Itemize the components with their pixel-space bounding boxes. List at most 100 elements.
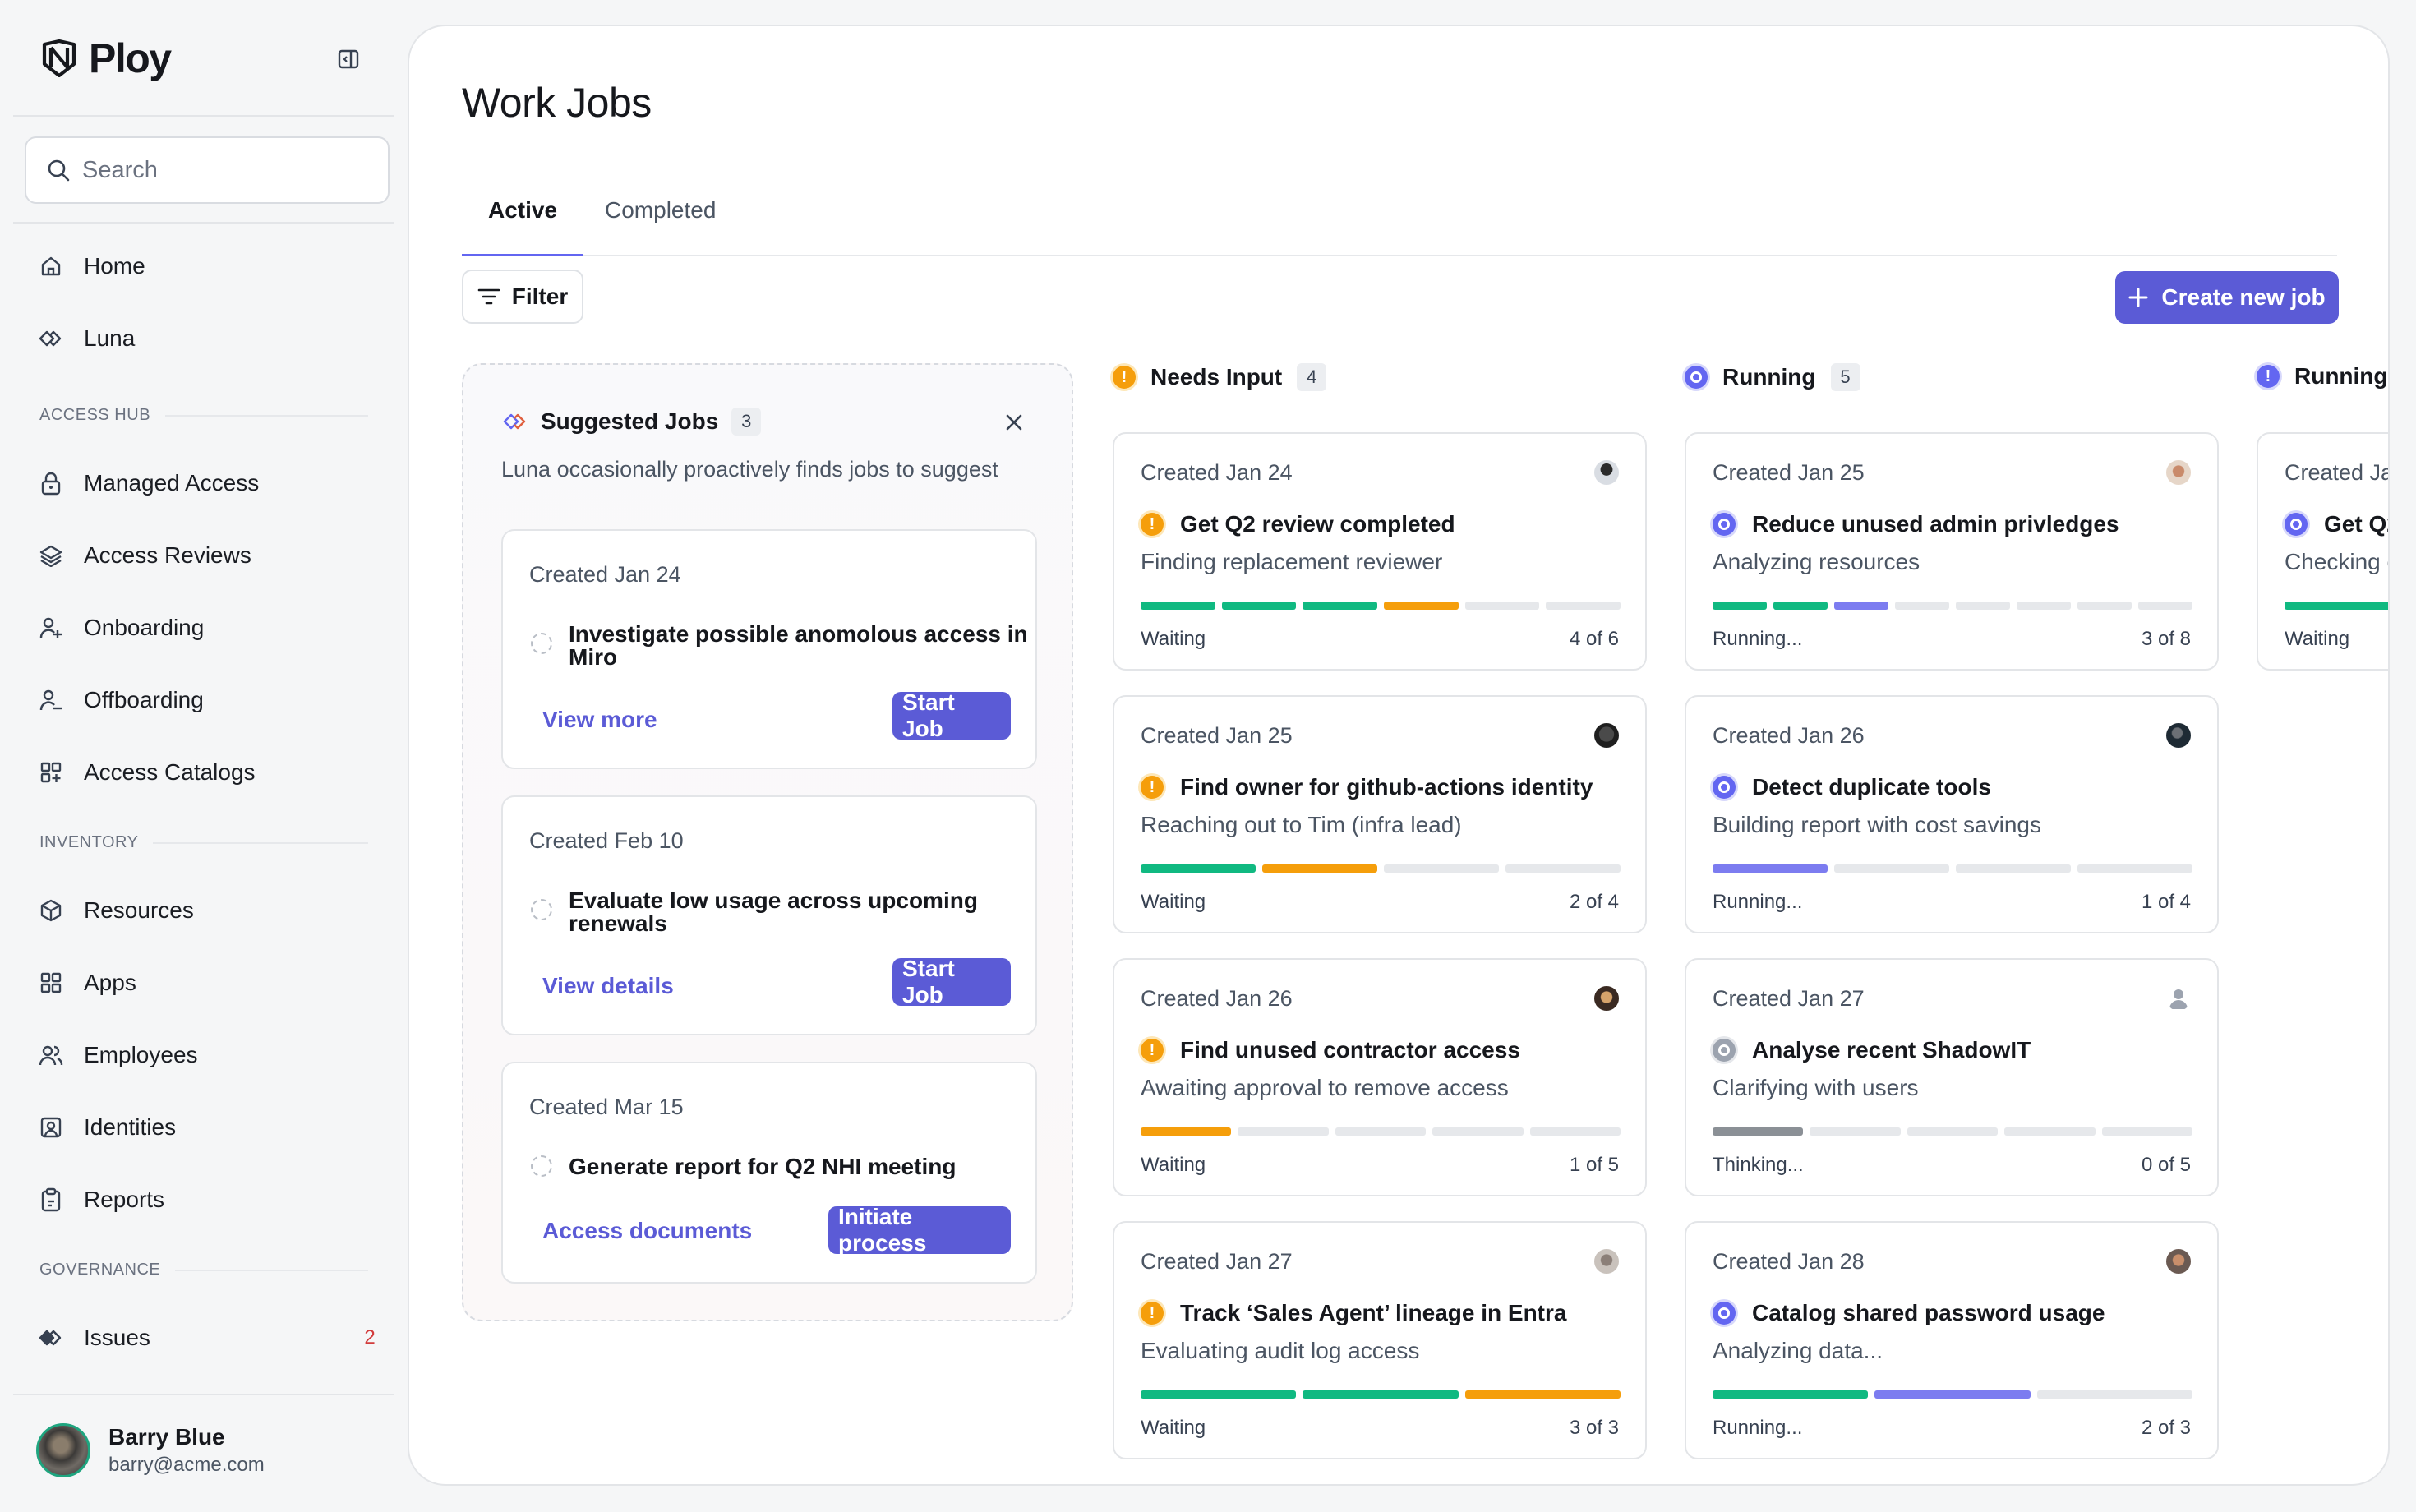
job-title: Find owner for github-actions identity [1180,774,1593,800]
nav-label: Offboarding [84,687,204,712]
job-title: Find unused contractor access [1180,1037,1520,1063]
job-status-radio[interactable] [531,633,552,654]
job-progress: 0 of 5 [2141,1154,2191,1176]
nav-home[interactable]: Home [38,244,383,288]
nav-label: Access Catalogs [84,759,256,785]
job-title: Track ‘Sales Agent’ lineage in Entra [1180,1300,1567,1325]
job-subtitle: Analyzing data... [1713,1338,1883,1363]
start-job-button[interactable]: Start Job [892,956,1011,1007]
tab-completed[interactable]: Completed [605,197,717,223]
avatar [1594,986,1619,1011]
progress-segment [1505,864,1621,873]
job-title-row: ! Find owner for github-actions identity [1141,774,1593,800]
nav-employees[interactable]: Employees [38,1033,383,1077]
search-box[interactable] [25,136,390,204]
job-card[interactable]: Created Jan 27! Track ‘Sales Agent’ linea… [1113,1221,1647,1459]
job-progress: 1 of 4 [2141,891,2191,913]
job-card[interactable]: Created Jan 26 Detect duplicate tools Buil… [1685,695,2219,933]
ploy-logo[interactable]: Ploy [41,35,172,82]
section-inventory: INVENTORY [39,833,368,852]
job-card[interactable]: Created Jan 27 Analyse recent ShadowIT Cla… [1685,958,2219,1196]
job-title-row: Analyse recent ShadowIT [1713,1037,2031,1063]
progress-bar [1141,1390,1621,1399]
nav-managed-access[interactable]: Managed Access [38,461,383,505]
progress-segment [1464,1390,1621,1399]
initiate-process-button[interactable]: Initiate process [828,1204,1011,1256]
created-date: Created Jan 28 [1713,1249,1865,1274]
job-subtitle: Clarifying with users [1713,1075,1919,1100]
nav-identities[interactable]: Identities [38,1105,383,1150]
job-subtitle: Evaluating audit log access [1141,1338,1420,1363]
job-card[interactable]: Created Ja Get Q2 Checking c Waiting [2257,432,2388,671]
view-details-link[interactable]: View details [542,973,674,998]
job-status: Waiting [1141,628,1206,650]
nav-label: Apps [84,970,136,995]
nav-label: Issues [84,1325,150,1350]
job-card[interactable]: Created Jan 28 Catalog shared password us… [1685,1221,2219,1459]
progress-segment [1529,1127,1621,1136]
section-title: INVENTORY [39,833,139,851]
job-title-row: Detect duplicate tools [1713,774,1991,800]
job-title: Catalog shared password usage [1752,1300,2105,1325]
created-date: Created Jan 26 [1141,986,1293,1011]
job-status-radio[interactable] [531,899,552,920]
nav-access-catalogs[interactable]: Access Catalogs [38,750,383,795]
job-title: Analyse recent ShadowIT [1752,1037,2031,1063]
nav-offboarding[interactable]: Offboarding [38,678,383,722]
filter-button[interactable]: Filter [462,270,583,324]
tab-bar: Active Completed [462,166,2337,256]
nav-luna[interactable]: Luna [38,316,383,361]
app-name: Ploy [89,35,172,81]
collapse-sidebar-icon[interactable] [334,46,363,72]
progress-segment [1874,1390,2031,1399]
apps-grid-icon [38,970,64,996]
job-title-row: Get Q2 [2285,511,2388,537]
progress-bar [1141,864,1621,873]
page-title: Work Jobs [462,80,652,126]
tab-active[interactable]: Active [462,166,584,256]
access-documents-link[interactable]: Access documents [542,1218,753,1243]
close-icon[interactable] [1003,411,1026,434]
job-card[interactable]: Created Jan 26! Find unused contractor ac… [1113,958,1647,1196]
nav-issues[interactable]: Issues 2 [38,1316,383,1360]
progress-segment [1907,1127,1999,1136]
column-title: Running [1722,364,1816,390]
nav-label: Identities [84,1114,177,1140]
job-card[interactable]: Created Jan 24! Get Q2 review completed Fi… [1113,432,1647,671]
suggested-job-card: Created Feb 10 Evaluate low usage across… [501,795,1037,1035]
search-input[interactable] [82,156,362,184]
nav-access-reviews[interactable]: Access Reviews [38,533,383,578]
nav-onboarding[interactable]: Onboarding [38,606,383,650]
progress-segment [1546,602,1621,610]
job-status: Thinking... [1713,1154,1804,1176]
column-needs-input-header: ! Needs Input 4 [1113,363,1327,391]
nav-resources[interactable]: Resources [38,888,383,933]
job-status: Waiting [1141,891,1206,913]
column-running-header: ! Running [2257,363,2388,390]
divider [13,222,394,224]
grid-plus-icon [38,759,64,786]
created-date: Created Jan 25 [1141,723,1293,748]
job-status-radio[interactable] [531,1155,552,1177]
job-card[interactable]: Created Jan 25 Reduce unused admin privle… [1685,432,2219,671]
user-profile[interactable]: Barry Blue barry@acme.com [36,1423,265,1477]
warning-icon: ! [1141,776,1164,799]
sidebar: Ploy Home Luna ACCESS HUB Managed Access… [0,0,408,1512]
column-running-header: Running 5 [1685,363,1860,391]
job-card[interactable]: Created Jan 25! Find owner for github-act… [1113,695,1647,933]
job-subtitle: Finding replacement reviewer [1141,549,1443,574]
user-email: barry@acme.com [108,1454,265,1476]
progress-segment [1238,1127,1329,1136]
avatar [2166,460,2191,485]
view-more-link[interactable]: View more [542,707,657,732]
nav-reports[interactable]: Reports [38,1178,383,1222]
luna-icon [38,325,64,352]
job-progress: 3 of 3 [1569,1417,1619,1439]
start-job-button[interactable]: Start Job [892,689,1011,741]
divider [13,1394,394,1395]
suggested-job-card: Created Jan 24 Investigate possible anom… [501,529,1037,769]
job-subtitle: Awaiting approval to remove access [1141,1075,1509,1100]
created-date: Created Jan 24 [529,562,681,587]
nav-apps[interactable]: Apps [38,961,383,1005]
create-new-job-button[interactable]: Create new job [2115,271,2339,324]
